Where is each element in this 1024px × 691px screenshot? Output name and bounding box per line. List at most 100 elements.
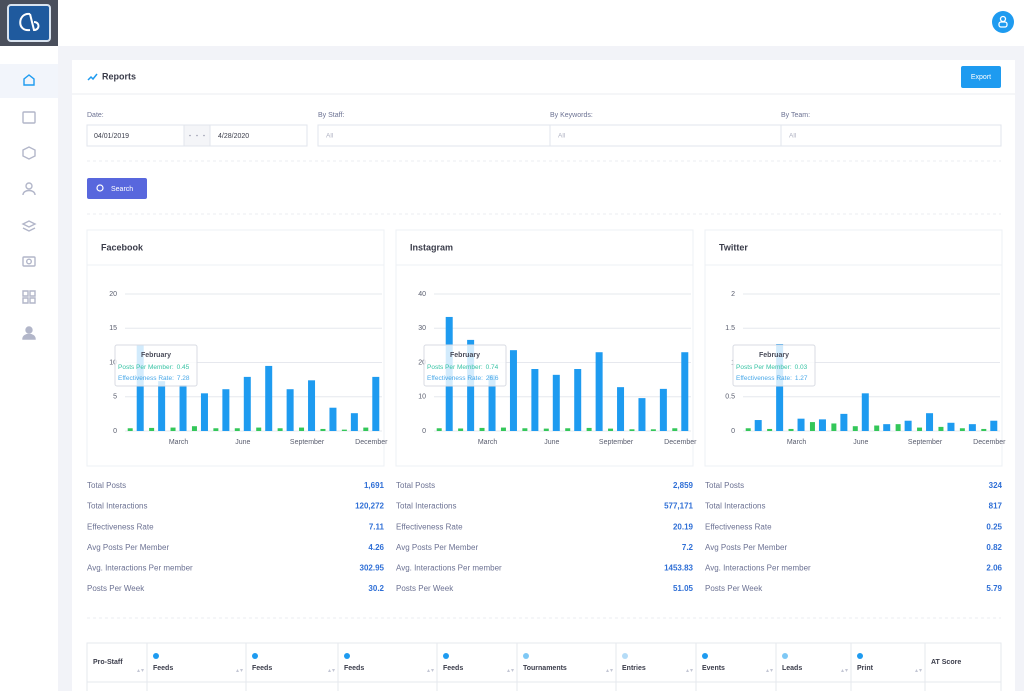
- summary-value: 5.79: [986, 584, 1002, 593]
- chart-title: Twitter: [719, 242, 748, 252]
- bar: [926, 413, 934, 431]
- avatar-icon: [998, 21, 1008, 28]
- bar: [672, 428, 678, 431]
- bar: [629, 429, 635, 431]
- summary-value: 120,272: [355, 502, 384, 511]
- bar: [127, 428, 133, 431]
- nav-users-body: [22, 189, 36, 196]
- y-tick-label: 2: [731, 291, 735, 298]
- column-header: Feeds: [252, 665, 272, 672]
- bar: [170, 427, 176, 431]
- export-button[interactable]: [961, 66, 1001, 88]
- tooltip-label: Posts Per Member:: [118, 364, 174, 371]
- filter-value: All: [789, 133, 797, 140]
- bar: [213, 428, 219, 431]
- y-tick-label: 10: [109, 359, 117, 366]
- sort-icon[interactable]: [766, 669, 773, 672]
- column-header: Pro-Staff: [93, 659, 123, 666]
- sort-icon[interactable]: [841, 669, 848, 672]
- nav-camera[interactable]: [22, 256, 36, 267]
- tooltip-row: Posts Per Member: 0.03: [736, 364, 808, 371]
- bar: [200, 393, 208, 431]
- nav-calendar[interactable]: [22, 111, 36, 124]
- logo-mark: [19, 12, 40, 32]
- sort-icon[interactable]: [686, 669, 693, 672]
- x-tick-label: June: [235, 439, 250, 446]
- sort-icon[interactable]: [507, 669, 514, 672]
- filter-value: All: [326, 133, 334, 140]
- bar: [222, 389, 230, 431]
- separator-dot: [203, 134, 205, 137]
- sort-icon[interactable]: [427, 669, 434, 672]
- bar: [531, 369, 539, 431]
- column-icon: [622, 653, 628, 659]
- summary-label: Total Interactions: [705, 502, 765, 511]
- summary-value: 4.26: [368, 543, 384, 552]
- bar: [565, 428, 571, 431]
- nav-profile-body: [22, 333, 36, 340]
- staff-select[interactable]: [317, 124, 551, 147]
- sort-icon[interactable]: [236, 669, 243, 672]
- bar: [608, 428, 614, 431]
- column-header: Print: [857, 665, 874, 672]
- bar: [149, 427, 155, 431]
- nav-users[interactable]: [25, 182, 33, 190]
- search-button[interactable]: [87, 178, 147, 199]
- summary-value: 1453.83: [664, 564, 693, 573]
- date-to-input[interactable]: [209, 124, 308, 147]
- bar: [191, 426, 197, 431]
- x-tick-label: September: [908, 439, 943, 446]
- summary-value: 30.2: [368, 584, 384, 593]
- bar: [265, 365, 273, 431]
- column-header: Leads: [782, 665, 802, 672]
- export-label: Export: [971, 74, 991, 81]
- nav-profile[interactable]: [25, 326, 33, 334]
- nav-home[interactable]: [23, 74, 35, 86]
- team-select[interactable]: [780, 124, 1002, 147]
- chart-title: Facebook: [101, 242, 144, 252]
- y-tick-label: 0: [731, 428, 735, 435]
- nav-icons: [21, 74, 37, 340]
- summary-value: 51.05: [673, 584, 694, 593]
- column-header: Entries: [622, 665, 646, 672]
- nav-grid[interactable]: [22, 290, 36, 304]
- summary-value: 0.25: [986, 522, 1002, 531]
- nav-box[interactable]: [22, 146, 36, 160]
- table-header: [86, 642, 1002, 683]
- tooltip-row: Effectiveness Rate: 1.27: [736, 375, 808, 382]
- sort-icon[interactable]: [915, 669, 922, 672]
- bar: [308, 380, 316, 431]
- bar: [947, 422, 955, 431]
- bar: [917, 427, 923, 431]
- tooltip: [732, 344, 816, 387]
- x-tick-label: December: [664, 439, 697, 446]
- summary-value: 0.82: [986, 543, 1002, 552]
- tooltip-row: Effectiveness Rate: 26.6: [427, 375, 499, 382]
- column-header: Feeds: [443, 665, 463, 672]
- column-icon: [702, 653, 708, 659]
- bar: [277, 428, 283, 431]
- summary-label: Effectiveness Rate: [87, 522, 154, 531]
- summary-value: 7.11: [369, 522, 385, 531]
- summary-value: 2.06: [986, 564, 1002, 573]
- sort-icon[interactable]: [606, 669, 613, 672]
- sort-icon[interactable]: [137, 669, 144, 672]
- bar: [350, 413, 358, 431]
- top-bar: [0, 0, 1024, 46]
- summary-value: 20.19: [673, 522, 694, 531]
- filter-label: By Staff:: [318, 112, 344, 119]
- filter-label: By Team:: [781, 112, 810, 119]
- sort-icon[interactable]: [328, 669, 335, 672]
- keywords-select[interactable]: [549, 124, 782, 147]
- page-title: Reports: [102, 71, 136, 81]
- tooltip-value: 0.74: [486, 364, 499, 371]
- filter-value: All: [558, 133, 566, 140]
- tooltip-value: 1.27: [795, 375, 808, 382]
- nav-layers[interactable]: [21, 220, 37, 232]
- bar: [681, 352, 689, 431]
- bar: [895, 424, 901, 431]
- bar: [136, 345, 144, 431]
- nav-camera-lens: [26, 258, 33, 265]
- bar: [552, 374, 560, 431]
